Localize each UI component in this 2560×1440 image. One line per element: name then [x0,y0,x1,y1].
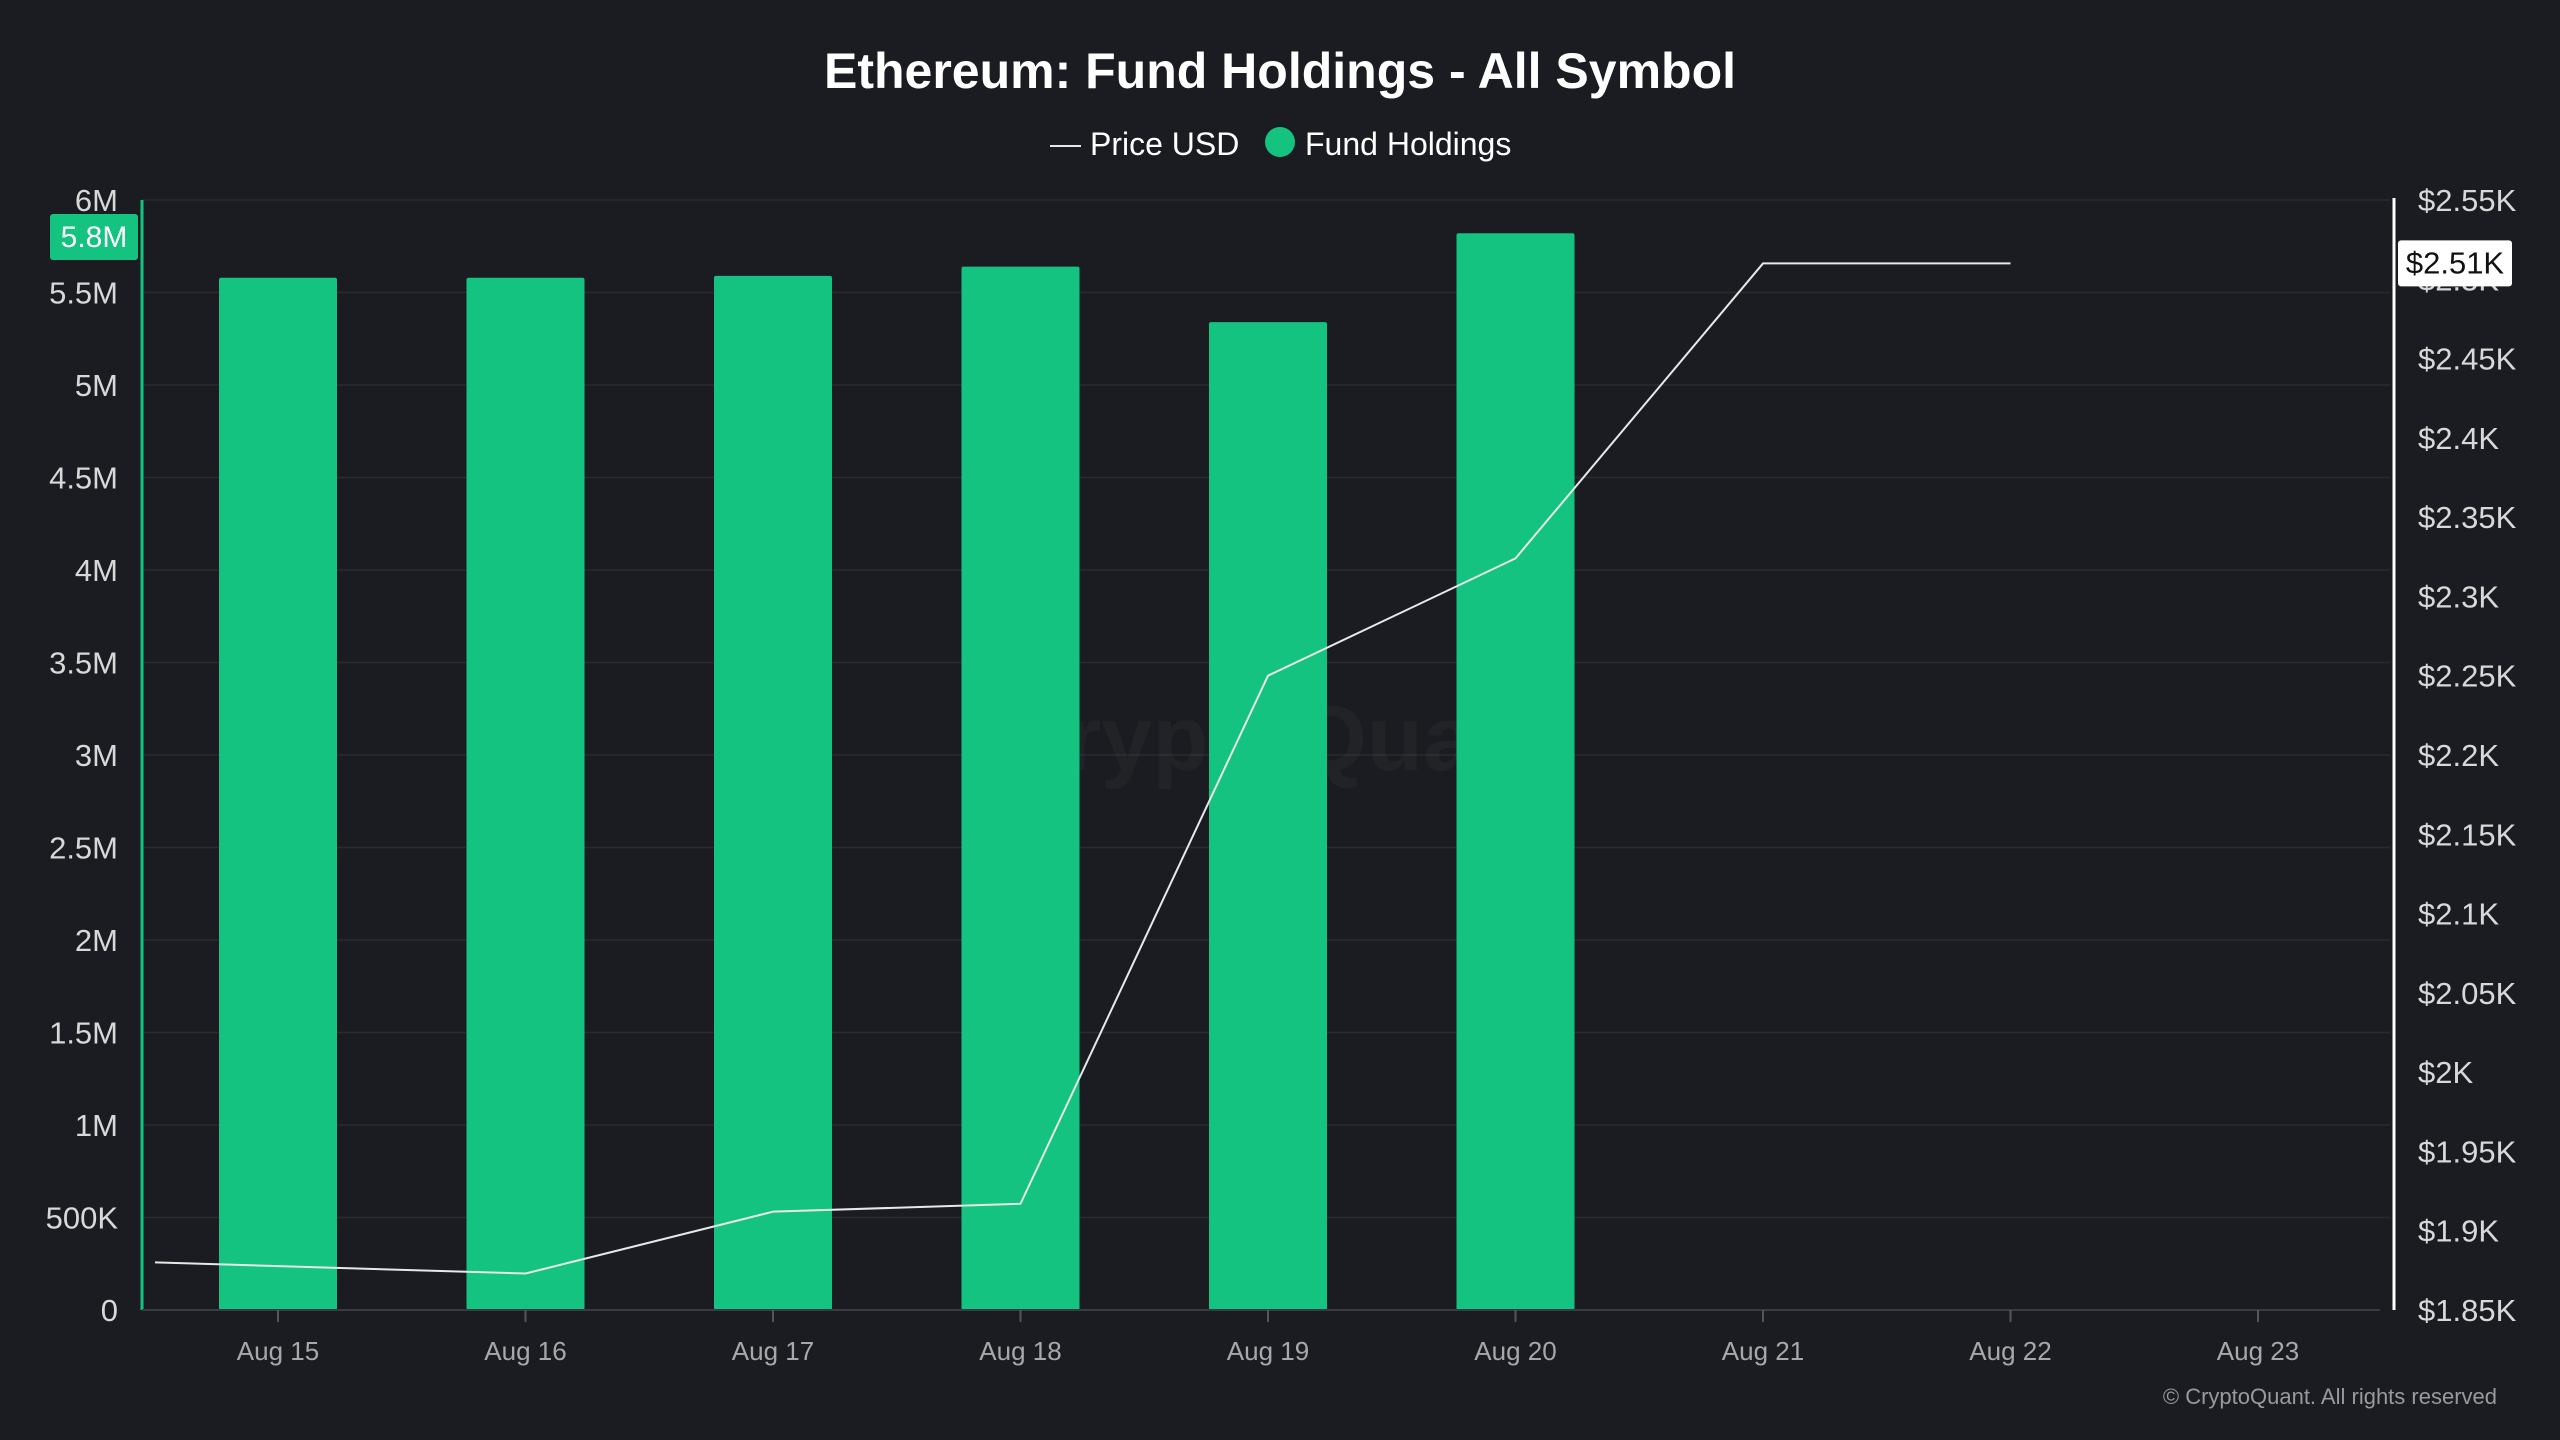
left-tick-label: 5M [75,368,118,403]
left-axis-current-value: 5.8M [61,221,128,254]
right-tick-label: $2.45K [2418,342,2517,377]
left-axis-ticks: 0 500K 1M 1.5M 2M 2.5M 3M 3.5M 4M 4.5M 5M 5.5M 6M [46,183,119,1328]
bar-series-fund-holdings [219,233,1575,1311]
left-tick-label: 2.5M [49,831,118,866]
bar-aug-17 [714,275,832,1311]
left-tick-label: 3.5M [49,646,118,681]
x-tick-label: Aug 15 [237,1336,319,1366]
line-series-price-usd [154,262,2011,1275]
x-tick-label: Aug 23 [2217,1336,2299,1366]
x-tick-label: Aug 19 [1227,1336,1309,1366]
right-tick-label: $1.85K [2418,1293,2517,1328]
right-tick-label: $2.35K [2418,500,2517,535]
x-axis-ticks: Aug 15 Aug 16 Aug 17 Aug 18 Aug 19 Aug 20 Aug … [237,1310,2299,1366]
left-tick-label: 3M [75,738,118,773]
x-tick-label: Aug 20 [1474,1336,1556,1366]
bar-aug-16 [466,277,585,1311]
left-tick-label: 5.5M [49,276,118,311]
price-usd-line [154,262,2011,1275]
legend-label-fund-holdings: Fund Holdings [1305,126,1511,162]
x-tick-label: Aug 16 [484,1336,566,1366]
right-axis-ticks: $1.85K $1.9K $1.95K $2K $2.05K $2.1K $2.15K $2.… [2418,183,2517,1328]
x-tick-label: Aug 17 [732,1336,814,1366]
left-tick-label: 0 [101,1293,118,1328]
right-axis-current-marker: $2.51K [2398,240,2512,287]
legend-label-price-usd: Price USD [1090,126,1239,162]
legend-dot-marker [1265,127,1295,157]
bar-aug-18 [961,266,1080,1311]
right-axis-current-value: $2.51K [2406,245,2505,280]
left-tick-label: 6M [75,183,118,218]
right-tick-label: $2.2K [2418,738,2499,773]
chart-title: Ethereum: Fund Holdings - All Symbol [824,43,1736,99]
bar-aug-20 [1456,233,1575,1310]
left-tick-label: 4.5M [49,461,118,496]
right-tick-label: $2.4K [2418,421,2499,456]
right-tick-label: $1.95K [2418,1134,2517,1169]
left-axis-current-marker: 5.8M [50,214,138,260]
left-tick-label: 1M [75,1108,118,1143]
x-tick-label: Aug 22 [1969,1336,2051,1366]
bar-aug-19 [1209,322,1327,1311]
copyright-text: © CryptoQuant. All rights reserved [2163,1384,2497,1409]
right-tick-label: $2.25K [2418,659,2517,694]
right-tick-label: $2.1K [2418,897,2499,932]
legend: Price USD Fund Holdings [1050,126,1511,162]
x-tick-label: Aug 21 [1722,1336,1804,1366]
right-tick-label: $2.3K [2418,579,2499,614]
left-tick-label: 1.5M [49,1016,118,1051]
bar-aug-15 [219,277,337,1311]
right-tick-label: $2K [2418,1055,2473,1090]
right-tick-label: $2.55K [2418,183,2517,218]
right-tick-label: $2.05K [2418,976,2517,1011]
left-tick-label: 2M [75,923,118,958]
right-tick-label: $1.9K [2418,1214,2499,1249]
left-tick-label: 500K [46,1201,119,1236]
right-tick-label: $2.15K [2418,817,2517,852]
left-tick-label: 4M [75,553,118,588]
x-tick-label: Aug 18 [979,1336,1061,1366]
